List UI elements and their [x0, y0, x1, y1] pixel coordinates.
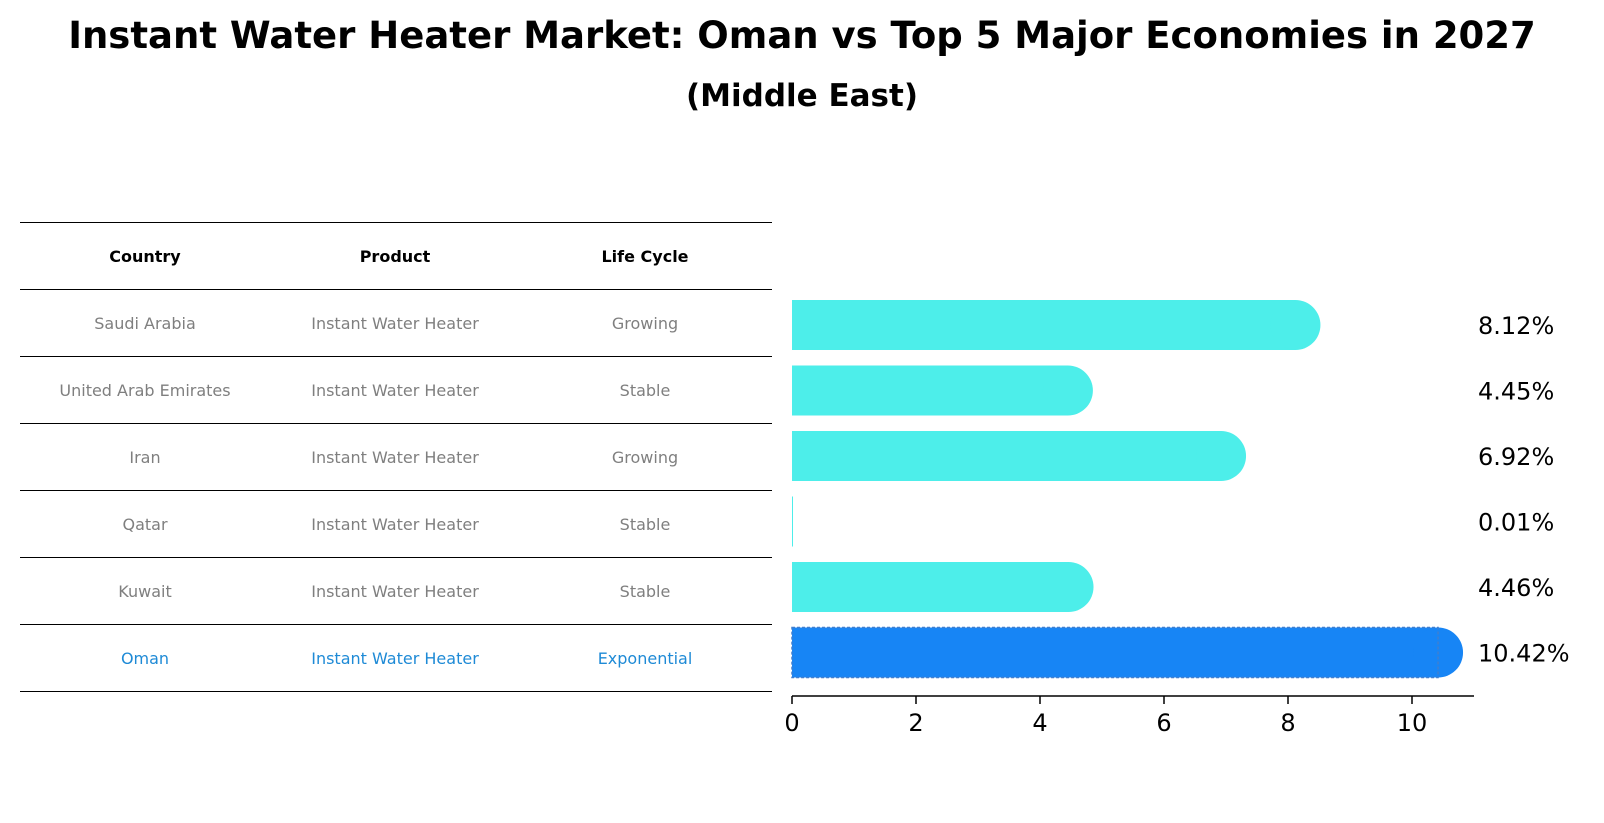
data-label: 4.46%	[1478, 574, 1554, 602]
table-row: Qatar Instant Water Heater Stable	[20, 490, 772, 557]
chart-subtitle: (Middle East)	[685, 78, 918, 114]
chart-title: Instant Water Heater Market: Oman vs Top…	[68, 14, 1536, 57]
table-row: Saudi Arabia Instant Water Heater Growin…	[20, 289, 772, 356]
bar-qatar	[792, 496, 793, 547]
bar-iran	[792, 431, 1222, 481]
product-cell: Instant Water Heater	[311, 581, 479, 601]
lifecycle-cell: Growing	[611, 447, 679, 467]
x-tick-label: 0	[784, 709, 799, 737]
data-label: 4.45%	[1478, 378, 1554, 406]
bar-cap	[1043, 562, 1094, 612]
header-product: Product	[359, 246, 431, 266]
header-country: Country	[109, 246, 181, 266]
product-cell: Instant Water Heater	[311, 380, 479, 400]
table-row: United Arab Emirates Instant Water Heate…	[20, 356, 772, 423]
product-cell: Instant Water Heater	[311, 313, 479, 333]
table-header-row: Country Product Life Cycle	[20, 222, 772, 289]
product-cell: Instant Water Heater	[311, 514, 479, 534]
bar-cap	[1196, 431, 1247, 481]
x-tick-label: 6	[1156, 709, 1171, 737]
bar-united-arab-emirates	[792, 365, 1068, 416]
data-label: 10.42%	[1478, 640, 1570, 668]
x-tick-label: 4	[1032, 709, 1047, 737]
bar-saudi-arabia	[792, 300, 1296, 350]
country-cell: Qatar	[122, 514, 168, 534]
data-label: 6.92%	[1478, 443, 1554, 471]
product-cell: Instant Water Heater	[311, 648, 479, 668]
country-cell: United Arab Emirates	[59, 380, 231, 400]
table-row: Kuwait Instant Water Heater Stable	[20, 557, 772, 624]
bar-cap	[1042, 365, 1093, 416]
bar-oman	[792, 627, 1439, 678]
x-tick-label: 2	[908, 709, 923, 737]
bar-highlight-outline	[791, 626, 1439, 679]
lifecycle-cell: Stable	[619, 514, 671, 534]
table-row-highlighted: Oman Instant Water Heater Exponential	[20, 624, 772, 692]
lifecycle-cell: Stable	[619, 581, 671, 601]
country-cell: Saudi Arabia	[94, 313, 196, 333]
product-cell: Instant Water Heater	[311, 447, 479, 467]
header-lifecycle: Life Cycle	[601, 246, 689, 266]
x-tick-label: 10	[1397, 709, 1428, 737]
bar-kuwait	[792, 562, 1069, 612]
x-tick-label: 8	[1280, 709, 1295, 737]
country-cell: Oman	[120, 648, 170, 668]
lifecycle-cell: Growing	[611, 313, 679, 333]
data-table: Country Product Life Cycle Saudi Arabia …	[20, 222, 772, 692]
lifecycle-cell: Stable	[619, 380, 671, 400]
data-label: 0.01%	[1478, 509, 1554, 537]
table-row: Iran Instant Water Heater Growing	[20, 423, 772, 490]
data-label: 8.12%	[1478, 312, 1554, 340]
country-cell: Kuwait	[118, 581, 172, 601]
lifecycle-cell: Exponential	[597, 648, 693, 668]
bar-cap	[1270, 300, 1321, 350]
country-cell: Iran	[129, 447, 161, 467]
